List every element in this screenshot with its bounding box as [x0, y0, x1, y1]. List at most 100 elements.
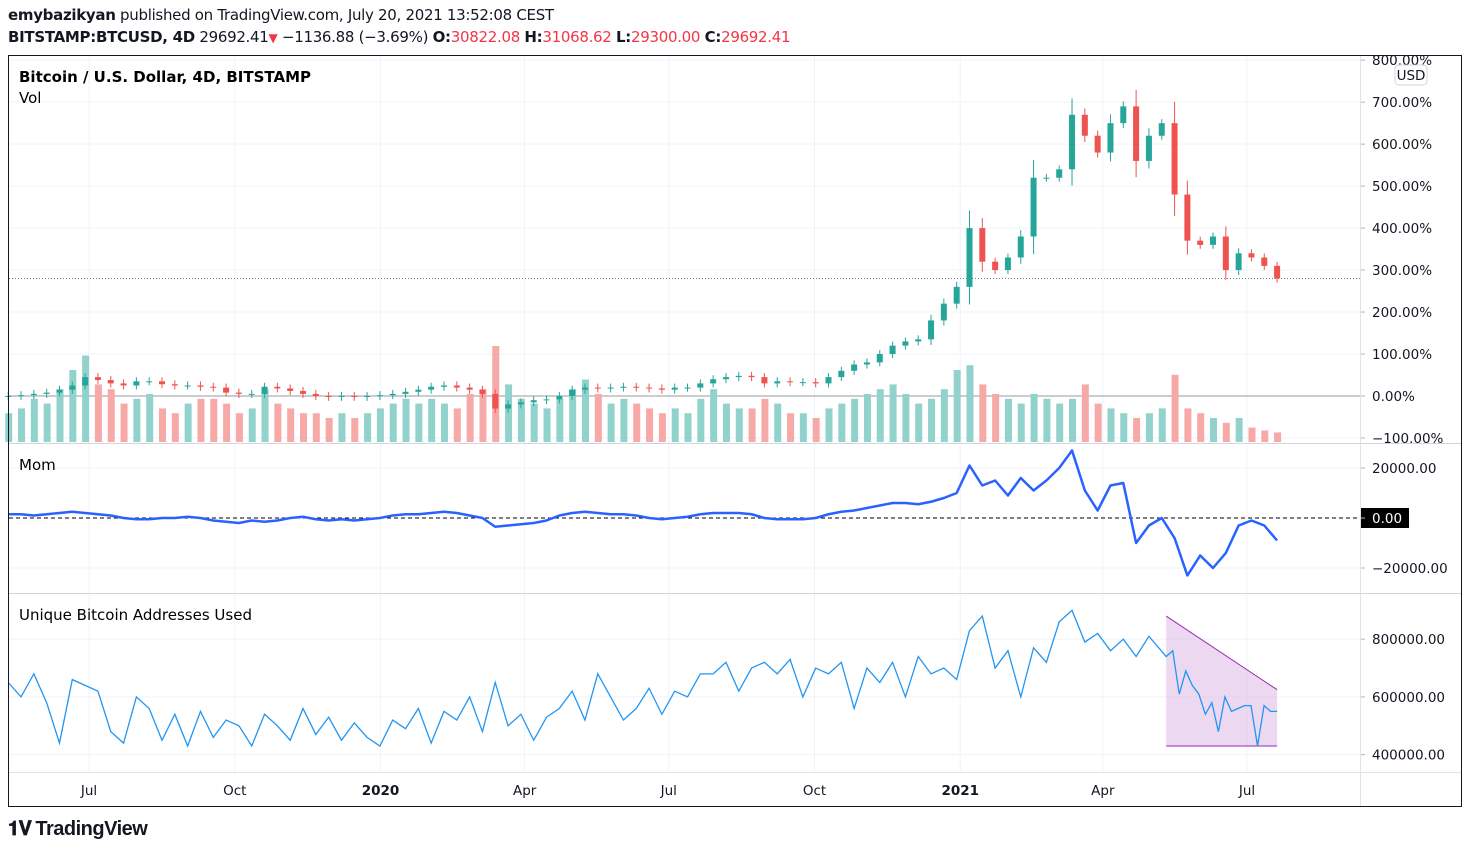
- y-tick-label: 300.00%: [1372, 263, 1432, 279]
- candle-body: [338, 395, 345, 397]
- volume-bar: [658, 413, 666, 442]
- volume-bar: [1274, 432, 1282, 442]
- candle-body: [248, 393, 255, 395]
- y-tick-label: 500.00%: [1372, 179, 1432, 195]
- volume-bar: [1171, 374, 1179, 442]
- candle-body: [1145, 135, 1152, 161]
- momentum-title: Mom: [19, 456, 56, 474]
- candle-body: [671, 387, 678, 390]
- candle-body: [569, 389, 576, 396]
- candle-body: [120, 383, 127, 386]
- candle-body: [953, 286, 960, 304]
- candle-body: [30, 393, 37, 396]
- candle-body: [107, 380, 114, 384]
- volume-bar: [274, 403, 282, 442]
- tradingview-logo[interactable]: 𝟏𝐕 TradingView: [8, 818, 148, 841]
- price-pane[interactable]: [5, 89, 1360, 442]
- volume-bar: [30, 398, 38, 442]
- y-tick-label: 800000.00: [1372, 632, 1445, 648]
- candle-body: [1235, 253, 1242, 271]
- volume-bar: [364, 413, 372, 442]
- addresses-pane[interactable]: [7, 609, 1278, 748]
- momentum-pane[interactable]: 0.00: [8, 449, 1409, 577]
- candle-body: [56, 389, 63, 393]
- volume-bar: [223, 403, 231, 442]
- candle-body: [1158, 123, 1165, 136]
- volume-bar: [774, 403, 782, 442]
- volume-bar: [594, 394, 602, 442]
- volume-bar: [851, 398, 859, 442]
- volume-bar: [671, 408, 679, 442]
- x-tick-label: Oct: [803, 783, 826, 799]
- candle-body: [799, 382, 806, 384]
- candle-body: [581, 387, 588, 390]
- volume-bar: [146, 394, 154, 442]
- candle-body: [646, 387, 653, 389]
- price-pane-title: Bitcoin / U.S. Dollar, 4D, BITSTAMP: [19, 68, 311, 86]
- volume-bar: [581, 379, 589, 442]
- currency-badge[interactable]: [1394, 64, 1428, 86]
- volume-bar: [1056, 403, 1064, 442]
- candle-body: [1069, 114, 1076, 170]
- candle-body: [1261, 257, 1268, 266]
- candle-body: [402, 391, 409, 394]
- volume-bar: [351, 418, 359, 442]
- volume-bar: [1069, 398, 1077, 442]
- candle-body: [492, 393, 499, 409]
- volume-bar: [697, 398, 705, 442]
- volume-bar: [440, 403, 448, 442]
- volume-bar: [825, 408, 833, 442]
- volume-bar: [248, 408, 256, 442]
- candle-body: [82, 377, 89, 386]
- close-value: 29692.41: [721, 28, 791, 46]
- volume-bar: [338, 413, 346, 442]
- volume-bar: [428, 398, 436, 442]
- candle-body: [223, 387, 230, 393]
- volume-bar: [1184, 408, 1192, 442]
- x-tick-label: 2021: [941, 783, 979, 799]
- x-tick-label: Jul: [660, 783, 677, 799]
- logo-text: TradingView: [35, 818, 148, 840]
- volume-bar: [235, 413, 243, 442]
- volume-bar: [569, 389, 577, 442]
- x-tick-label: Apr: [1091, 783, 1115, 799]
- volume-bar: [992, 394, 1000, 442]
- volume-bar: [43, 403, 51, 442]
- candle-body: [761, 377, 768, 384]
- candle-body: [992, 261, 999, 271]
- candle-body: [287, 388, 294, 391]
- volume-bar: [505, 384, 513, 442]
- volume-bar: [18, 408, 26, 442]
- candle-body: [1107, 123, 1114, 153]
- close-label: C:: [704, 28, 722, 46]
- candle-body: [505, 404, 512, 409]
- candle-body: [1274, 265, 1281, 279]
- tv-logo-icon: 𝟏𝐕: [8, 818, 32, 840]
- volume-bar: [1030, 394, 1038, 442]
- candle-body: [928, 320, 935, 340]
- candle-body: [69, 385, 76, 390]
- volume-bar: [748, 408, 756, 442]
- volume-bar: [389, 403, 397, 442]
- candle-body: [1094, 135, 1101, 153]
- candle-body: [389, 393, 396, 396]
- volume-bar: [171, 413, 179, 442]
- candle-body: [517, 402, 524, 405]
- volume-bar: [1043, 398, 1051, 442]
- candle-body: [184, 385, 191, 387]
- publish-text: published on TradingView.com, July 20, 2…: [120, 6, 554, 24]
- candle-body: [876, 354, 883, 363]
- y-tick-label: 600.00%: [1372, 137, 1432, 153]
- volume-bar: [1017, 403, 1025, 442]
- candle-body: [1017, 236, 1024, 258]
- candle-body: [466, 387, 473, 390]
- author[interactable]: emybazikyan: [8, 6, 116, 24]
- volume-bar: [838, 403, 846, 442]
- volume-bar: [1197, 413, 1205, 442]
- triangle-drawing: [1166, 616, 1278, 747]
- volume-bar: [735, 408, 743, 442]
- publish-info: emybazikyan published on TradingView.com…: [8, 6, 554, 24]
- volume-bar: [1094, 403, 1102, 442]
- symbol-info: BITSTAMP:BTCUSD, 4D 29692.41▼ −1136.88 (…: [8, 28, 791, 46]
